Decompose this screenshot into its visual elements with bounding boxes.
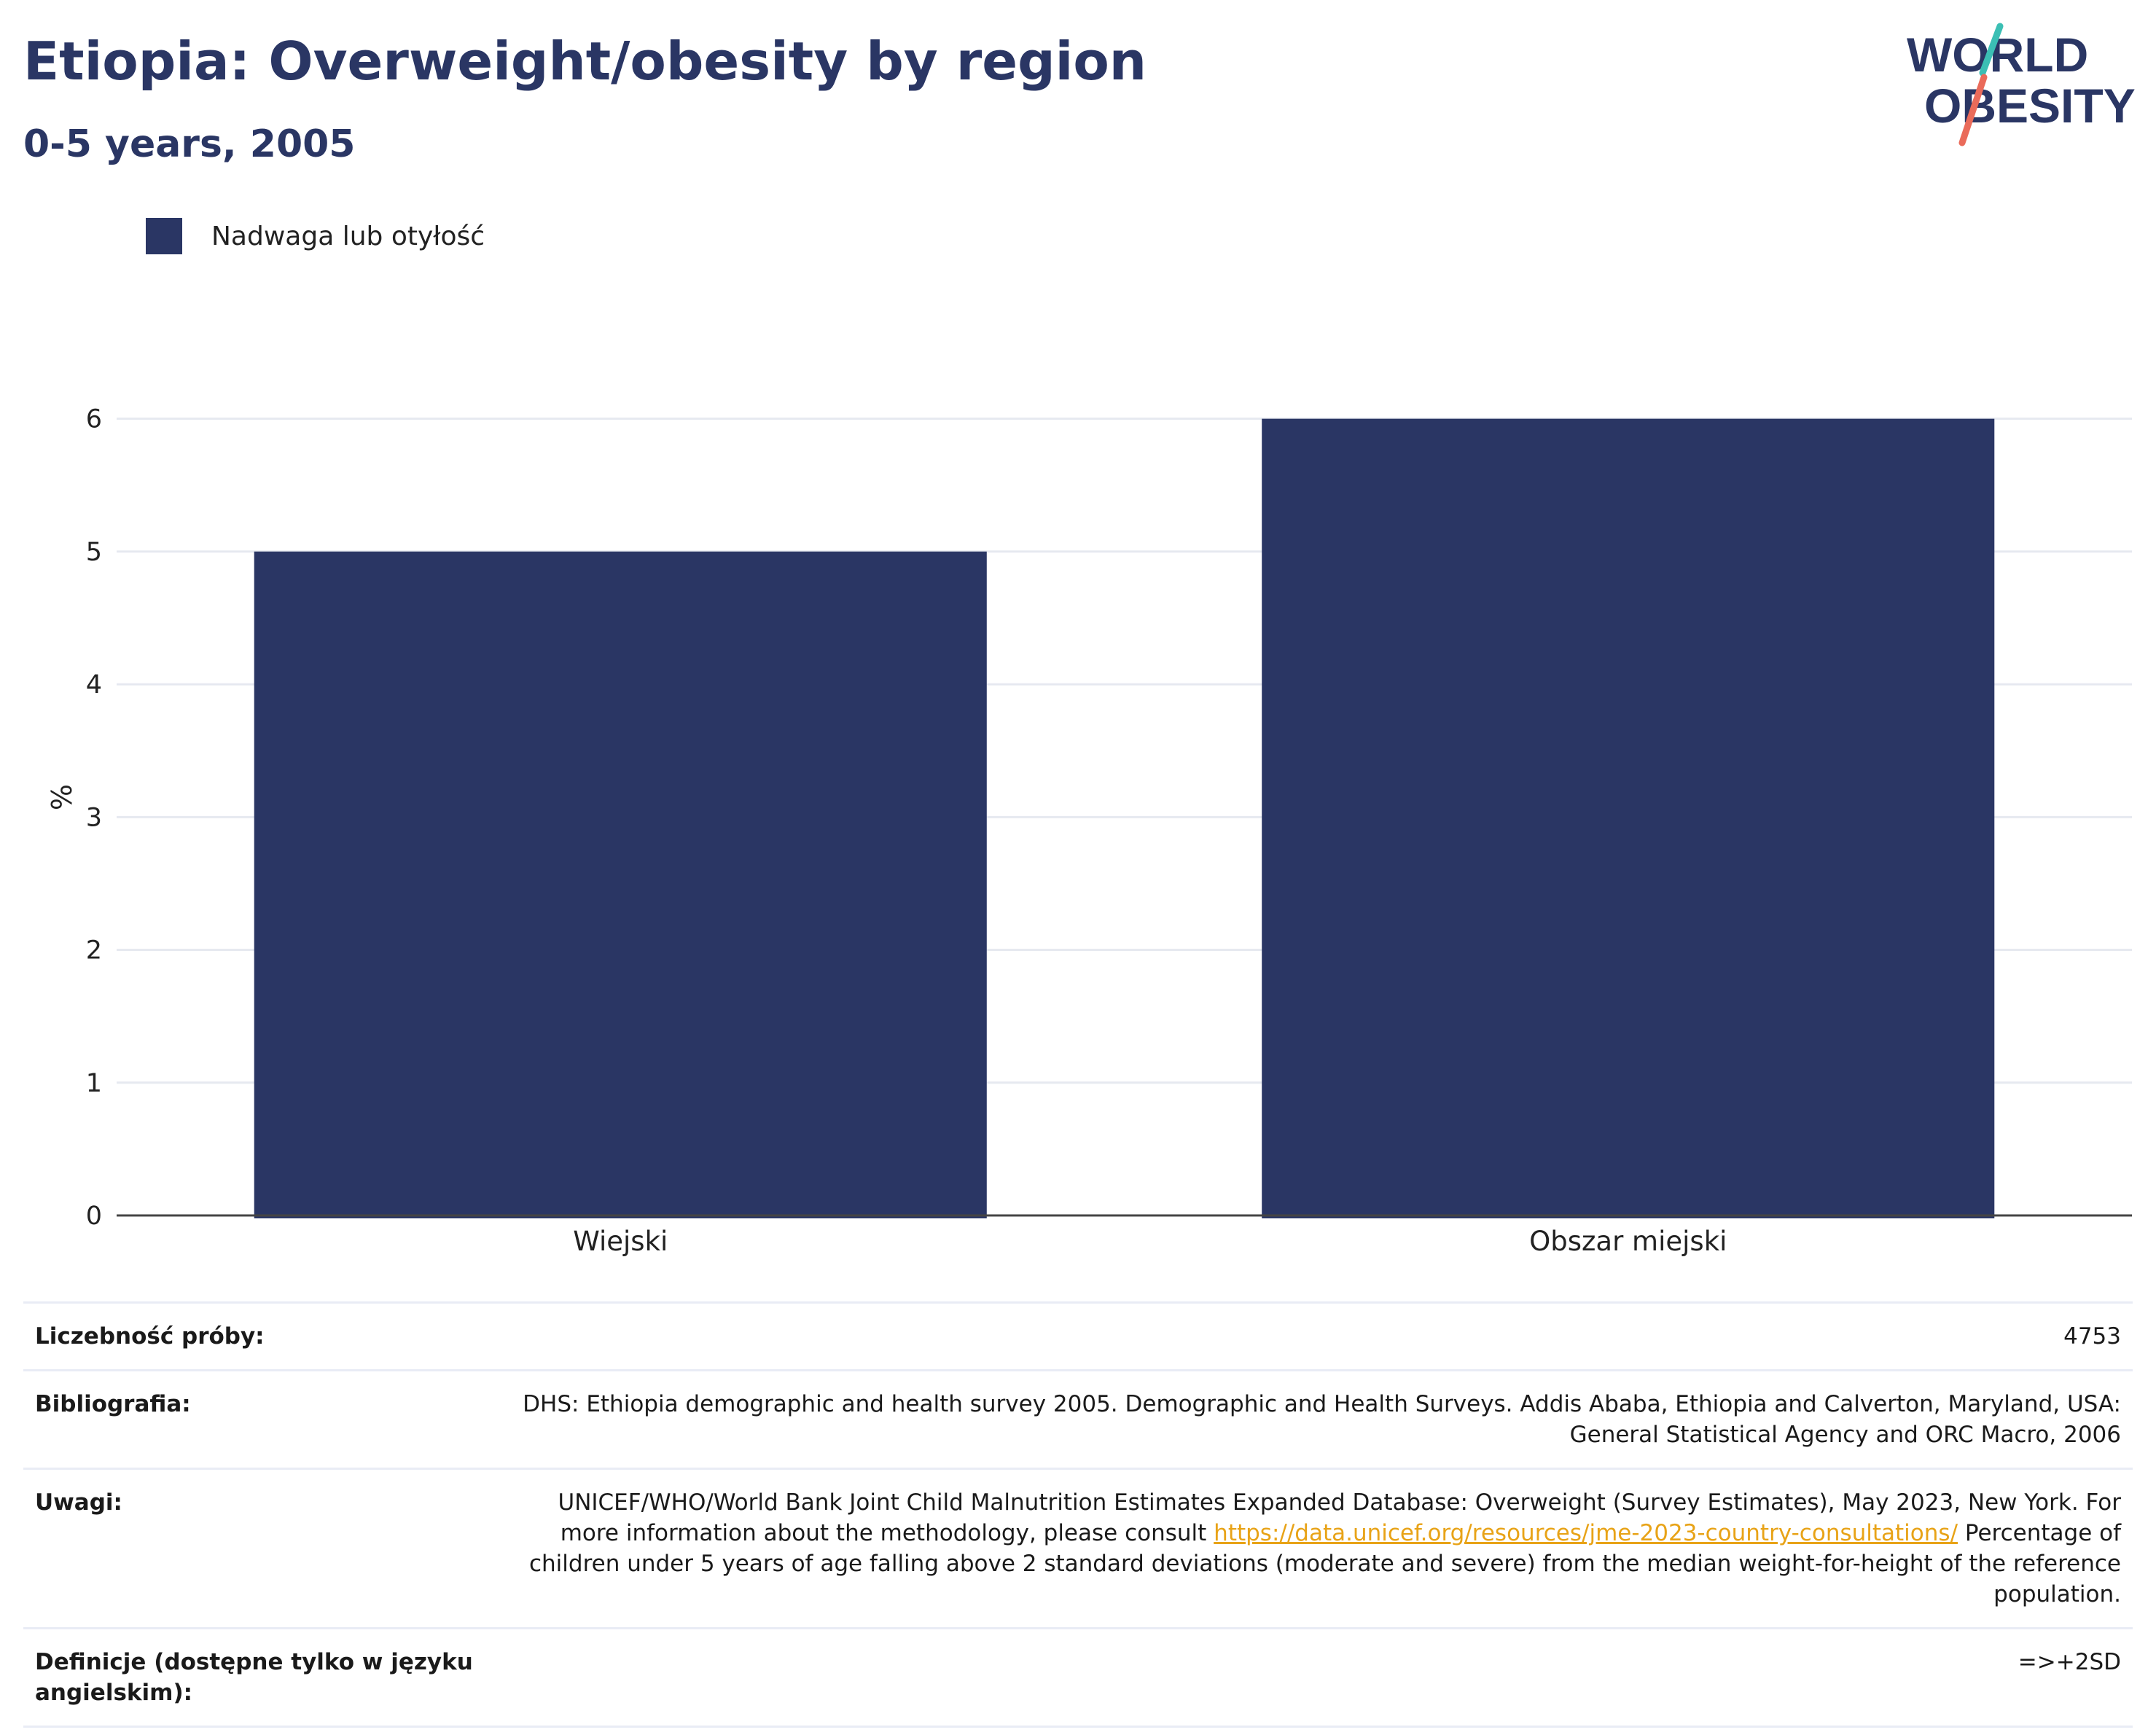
y-tick-label: 2 bbox=[86, 936, 102, 966]
info-row-bibliography: Bibliografia: DHS: Ethiopia demographic … bbox=[23, 1369, 2133, 1468]
x-tick-label: Wiejski bbox=[573, 1226, 668, 1257]
definitions-value: =>+2SD bbox=[2018, 1649, 2121, 1675]
x-tick-label: Obszar miejski bbox=[1529, 1226, 1727, 1257]
legend[interactable]: Nadwaga lub otyłość bbox=[146, 216, 485, 256]
notes-label: Uwagi: bbox=[35, 1489, 122, 1516]
y-tick-label: 1 bbox=[86, 1069, 102, 1098]
notes-value: UNICEF/WHO/World Bank Joint Child Malnut… bbox=[516, 1487, 2121, 1610]
world-obesity-logo: WORLD OBESITY bbox=[1907, 23, 2136, 146]
y-tick-label: 0 bbox=[86, 1202, 102, 1231]
notes-text-2: Percentage of children under 5 years of … bbox=[528, 1520, 2121, 1607]
chart-title: Etiopia: Overweight/obesity by region bbox=[23, 31, 1147, 92]
info-table: Liczebność próby: 4753 Bibliografia: DHS… bbox=[23, 1301, 2133, 1728]
info-row-notes: Uwagi: UNICEF/WHO/World Bank Joint Child… bbox=[23, 1468, 2133, 1627]
y-tick-label: 6 bbox=[86, 405, 102, 434]
bibliography-label: Bibliografia: bbox=[35, 1391, 191, 1417]
info-row-definitions: Definicje (dostępne tylko w języku angie… bbox=[23, 1627, 2133, 1728]
logo-word-obesity: OBESITY bbox=[1924, 79, 2136, 133]
logo-slash-teal bbox=[1979, 23, 2004, 77]
legend-label: Nadwaga lub otyłość bbox=[211, 221, 485, 251]
bibliography-value: DHS: Ethiopia demographic and health sur… bbox=[523, 1391, 2121, 1448]
info-row-sample-size: Liczebność próby: 4753 bbox=[23, 1301, 2133, 1369]
definitions-label: Definicje (dostępne tylko w języku angie… bbox=[35, 1649, 473, 1706]
sample-size-label: Liczebność próby: bbox=[35, 1323, 265, 1350]
legend-swatch bbox=[146, 218, 182, 254]
notes-link[interactable]: https://data.unicef.org/resources/jme-20… bbox=[1214, 1520, 1958, 1546]
notes-text-1: UNICEF/WHO/World Bank Joint Child Malnut… bbox=[558, 1489, 2122, 1546]
y-tick-label: 4 bbox=[86, 670, 102, 700]
bar bbox=[254, 551, 987, 1218]
sample-size-value: 4753 bbox=[2063, 1323, 2121, 1350]
bar-chart: 0 1 2 3 4 5 6 Wiejski Obszar miejski% bbox=[44, 405, 2132, 1257]
chart-subtitle: 0-5 years, 2005 bbox=[23, 122, 356, 166]
y-tick-label: 3 bbox=[86, 803, 102, 832]
y-axis-title: % bbox=[44, 784, 77, 810]
logo-slash-coral bbox=[1958, 74, 1988, 146]
bar bbox=[1262, 418, 1995, 1218]
y-tick-label: 5 bbox=[86, 538, 102, 567]
